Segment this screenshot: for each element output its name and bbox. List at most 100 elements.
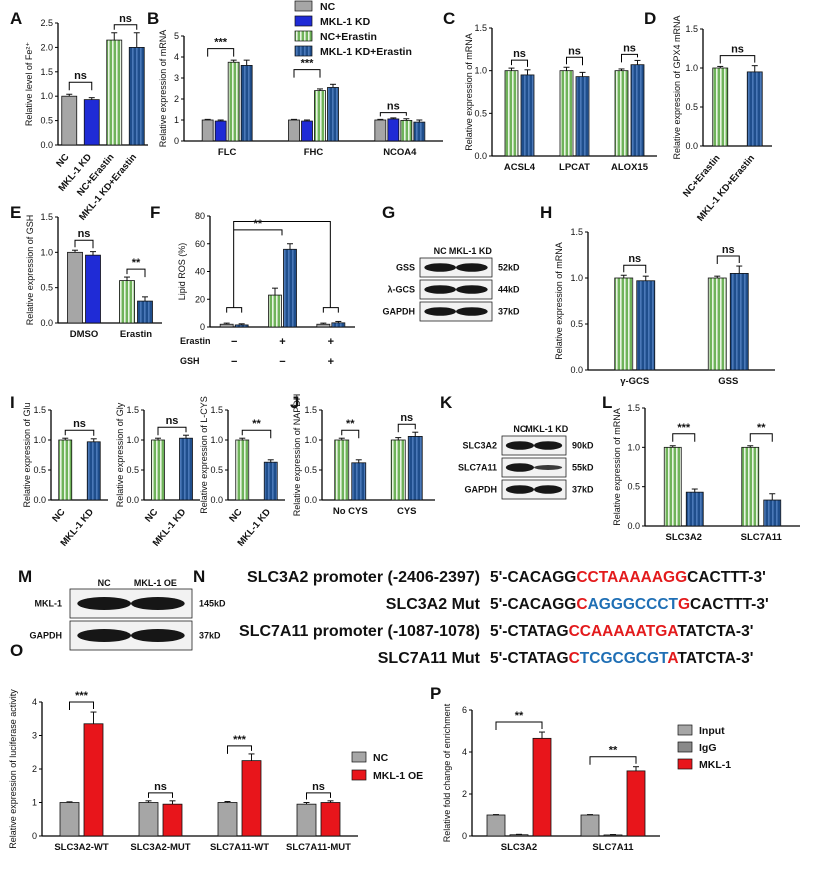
y-tick-label: 80 xyxy=(195,211,205,221)
blot-band xyxy=(424,263,456,272)
y-tick-label: 0.0 xyxy=(304,495,317,505)
y-tick-label: 1.0 xyxy=(210,435,223,445)
blot-kd-label: 52kD xyxy=(498,263,520,273)
significance-label: ns xyxy=(74,70,87,82)
significance-label: ns xyxy=(78,228,91,240)
bar xyxy=(235,439,250,501)
panel-label-g: G xyxy=(382,203,395,222)
significance-label: *** xyxy=(214,37,228,49)
sequence-segment: 5'-CACAGG xyxy=(490,596,576,613)
significance-label: *** xyxy=(75,690,89,702)
y-tick-label: 0 xyxy=(200,322,205,332)
blot-header: NC xyxy=(98,578,111,588)
bar xyxy=(283,248,297,328)
y-tick-label: 1.0 xyxy=(126,435,139,445)
significance-label: ns xyxy=(387,101,400,113)
sequence-segment: 5'-CTATAG xyxy=(490,650,569,667)
significance-bracket xyxy=(749,433,773,442)
legend-swatch xyxy=(677,741,693,753)
blot-band xyxy=(505,463,534,472)
bar xyxy=(86,441,101,501)
legend-label: MKL-1 KD+Erastin xyxy=(320,46,412,58)
bar xyxy=(614,70,629,157)
panel-label-k: K xyxy=(440,393,453,412)
bar xyxy=(331,322,346,328)
blot-band xyxy=(424,285,456,294)
blot-strip xyxy=(501,479,567,500)
y-axis-label: Relative expression of mRNA xyxy=(554,242,564,360)
significance-bracket xyxy=(126,268,146,278)
pair-bracket xyxy=(226,307,243,313)
significance-bracket xyxy=(379,112,407,117)
sequence-segment: 5'-CTATAG xyxy=(490,623,569,640)
y-tick-label: 0.5 xyxy=(40,283,53,293)
chart-o: 0 1 2 3 4 Relative expression of luciferase a… xyxy=(8,689,358,853)
significance-bracket xyxy=(69,701,94,711)
bar xyxy=(532,737,552,837)
legend-label: Input xyxy=(699,725,725,737)
y-tick-label: 0 xyxy=(174,136,179,146)
bar xyxy=(486,814,506,837)
sequence-segment: TATCTA-3' xyxy=(677,623,753,640)
y-tick-label: 1.5 xyxy=(570,227,583,237)
blot-row-label: GAPDH xyxy=(29,631,62,641)
significance-bracket xyxy=(495,721,543,731)
y-tick-label: 1 xyxy=(32,798,37,808)
category-label: SLC7A11-WT xyxy=(210,842,269,853)
legend-swatch xyxy=(677,758,693,770)
sequence-segment: TCGCGCGT xyxy=(580,650,669,667)
sequence-segment: AGGGCCCT xyxy=(588,596,679,613)
bar xyxy=(296,803,317,837)
bar xyxy=(603,834,623,837)
y-tick-label: 1.5 xyxy=(685,24,698,34)
bar xyxy=(138,802,159,837)
condition-sign: − xyxy=(231,356,237,368)
bar xyxy=(128,47,145,146)
significance-bracket xyxy=(64,429,95,436)
pair-bracket xyxy=(322,307,339,313)
sequence-label: SLC3A2 promoter (-2406-2397) xyxy=(247,569,480,586)
significance-bracket xyxy=(293,69,321,78)
panel-label-p: P xyxy=(430,684,441,703)
y-tick-label: 1.0 xyxy=(685,63,698,73)
legend-swatch xyxy=(294,0,313,12)
y-tick-label: 1 xyxy=(174,115,179,125)
category-label: FLC xyxy=(218,147,237,158)
y-tick-label: 3 xyxy=(174,73,179,83)
blot-kd-label: 55kD xyxy=(572,463,594,473)
bar xyxy=(575,76,590,157)
blot-row-label: SLC3A2 xyxy=(462,441,497,451)
y-axis-label: Relative expression of Gly xyxy=(115,402,125,507)
legend-swatch xyxy=(294,15,313,27)
significance-label: ** xyxy=(609,745,618,757)
bar xyxy=(390,439,406,501)
blot-header: MKL-1 KD xyxy=(525,424,568,434)
y-tick-label: 1.0 xyxy=(627,442,640,452)
y-axis-label: Relative expression of mRNA xyxy=(612,408,622,526)
significance-label: ns xyxy=(312,781,325,793)
condition-sign: + xyxy=(328,356,334,368)
bar xyxy=(630,64,645,157)
condition-sign: + xyxy=(328,336,334,348)
y-axis-label: Relative expression of GSH xyxy=(25,215,35,326)
y-tick-label: 0.5 xyxy=(570,319,583,329)
y-tick-label: 0.5 xyxy=(33,465,46,475)
significance-bracket xyxy=(68,81,93,91)
chart-l: 0.0 0.5 1.0 1.5 Relative expression of mRNA S… xyxy=(612,403,800,543)
y-tick-label: 0.0 xyxy=(40,140,53,150)
y-tick-label: 0.0 xyxy=(33,495,46,505)
y-tick-label: 0.0 xyxy=(126,495,139,505)
category-label: CYS xyxy=(397,506,417,517)
blot-band xyxy=(131,628,185,643)
significance-bracket xyxy=(241,429,272,439)
y-axis-label: Relative expression of GPX4 mRNA xyxy=(672,15,682,159)
legend-swatch xyxy=(351,751,367,763)
bar xyxy=(162,803,183,837)
condition-sign: − xyxy=(279,356,285,368)
category-label: GSS xyxy=(718,376,738,387)
blot-band xyxy=(534,465,563,470)
sequence-label: SLC7A11 Mut xyxy=(378,650,481,667)
significance-label: ns xyxy=(513,48,526,60)
